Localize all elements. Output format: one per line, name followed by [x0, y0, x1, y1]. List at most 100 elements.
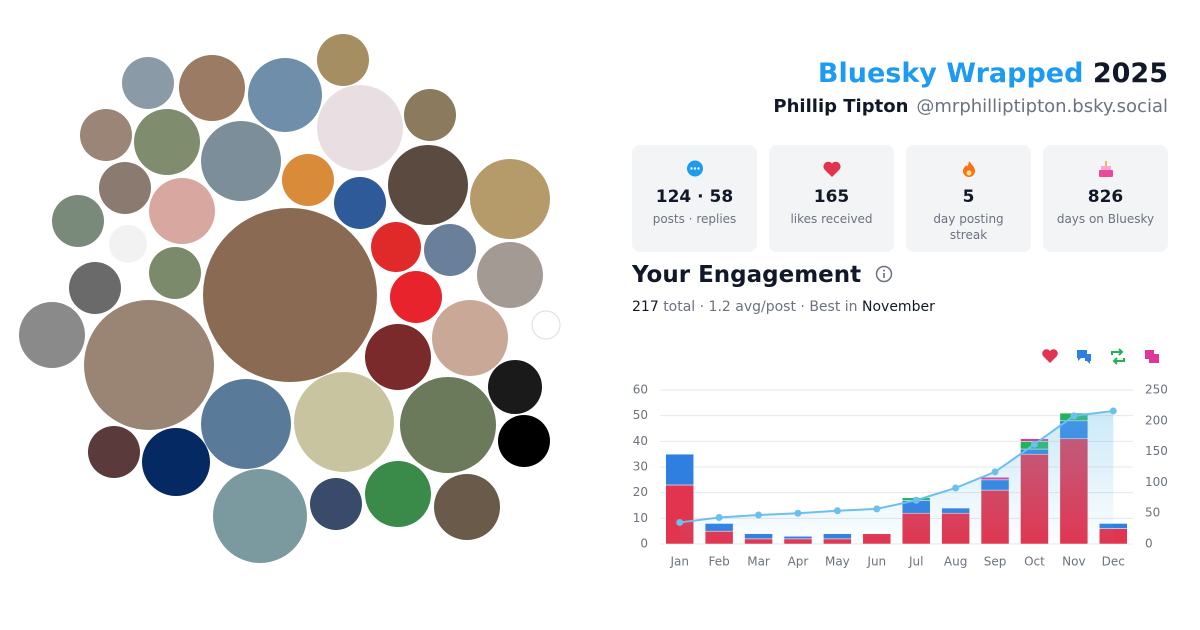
stat-label: days on Bluesky: [1056, 212, 1155, 226]
x-tick-label: Feb: [709, 555, 730, 569]
y2-tick-label: 50: [1145, 506, 1160, 520]
line-area: [679, 410, 1114, 544]
x-tick-label: Oct: [1024, 555, 1045, 569]
avatar: [334, 177, 386, 229]
avatar: [201, 121, 281, 201]
avatar: [488, 360, 542, 414]
avatar: [109, 225, 147, 263]
avatar: [477, 242, 543, 308]
avatar: [201, 379, 291, 469]
avatar: [434, 474, 500, 540]
avatar: [88, 426, 140, 478]
line-point: [873, 505, 881, 513]
avatar: [99, 162, 151, 214]
stat-card: 124 · 58 posts · replies: [632, 145, 757, 252]
avatar: [203, 208, 377, 382]
section-title-text: Your Engagement: [632, 262, 862, 288]
avatar: [282, 154, 334, 206]
avatar: [432, 300, 508, 376]
legend-icon[interactable]: [1042, 349, 1058, 363]
stat-value: 124 · 58: [655, 187, 734, 207]
user-name: Phillip Tipton: [773, 96, 909, 117]
line-point: [1030, 440, 1038, 448]
y-tick-label: 10: [633, 511, 648, 525]
user: Phillip Tipton @mrphilliptipton.bsky.soci…: [773, 96, 1168, 117]
stat-card: 826 days on Bluesky: [1043, 145, 1168, 252]
stat-label: day posting streak: [933, 212, 1004, 242]
avatar: [371, 222, 421, 272]
legend-icon[interactable]: [1145, 350, 1159, 363]
stat-card: 5 day posting streak: [906, 145, 1031, 252]
y-tick-label: 0: [640, 537, 648, 551]
stat-label: likes received: [790, 212, 873, 226]
avatar: [365, 461, 431, 527]
line-point: [991, 468, 999, 476]
avatar: [69, 262, 121, 314]
avatar: [213, 469, 307, 563]
avatar: [400, 377, 496, 473]
avatar: [179, 55, 245, 121]
section-title: Your Engagement: [632, 262, 893, 288]
summary-text: total · 1.2 avg/post · Best in: [663, 299, 858, 315]
stat-value: 5: [962, 187, 975, 207]
avatar: [134, 109, 200, 175]
stat-value: 165: [813, 187, 850, 207]
avatar: [19, 302, 85, 368]
summary: 217 total · 1.2 avg/post · Best in Novem…: [632, 299, 935, 315]
icon: [962, 161, 975, 177]
line-point: [755, 511, 763, 519]
year: 2025: [1092, 58, 1168, 89]
x-tick-label: Jan: [669, 555, 689, 569]
avatar: [404, 89, 456, 141]
line-point: [952, 484, 960, 492]
avatar: [52, 195, 104, 247]
engagement-chart: 0 10 20 30 40 50 60 0 50 100 150 200 250 Jan Feb Mar Apr…: [633, 348, 1168, 569]
stat-card: 165 likes received: [769, 145, 894, 252]
x-tick-label: Sep: [984, 555, 1007, 569]
y2-tick-label: 200: [1145, 413, 1168, 427]
bar-segment: [665, 453, 694, 486]
legend-icon[interactable]: [1111, 348, 1125, 365]
line-point: [676, 518, 684, 526]
avatar: [317, 85, 403, 171]
line-point: [794, 509, 802, 517]
avatar-cloud: [19, 34, 561, 563]
icon: [1098, 161, 1113, 177]
y2-tick-label: 250: [1145, 383, 1168, 397]
legend-icon[interactable]: [1077, 350, 1091, 364]
title: Bluesky Wrapped 2025: [818, 58, 1168, 89]
x-tick-label: Mar: [747, 555, 770, 569]
icon: [686, 160, 703, 177]
total: 217: [632, 299, 659, 315]
avatar: [317, 34, 369, 86]
stat-value: 826: [1087, 187, 1124, 207]
x-tick-label: Jul: [908, 555, 923, 569]
line-point: [1070, 412, 1078, 420]
info-icon[interactable]: [875, 265, 893, 283]
user-handle: @mrphilliptipton.bsky.social: [916, 96, 1168, 117]
avatar: [80, 109, 132, 161]
avatar: [424, 224, 476, 276]
y-tick-label: 50: [633, 408, 648, 422]
avatar: [149, 247, 201, 299]
line: [679, 409, 1114, 524]
avatar: [470, 159, 550, 239]
y-tick-label: 20: [633, 485, 648, 499]
y2-tick-label: 0: [1145, 537, 1153, 551]
avatar: [310, 478, 362, 530]
avatar: [498, 415, 550, 467]
y-tick-label: 60: [633, 383, 648, 397]
line-point: [1109, 407, 1117, 415]
y-tick-label: 40: [633, 434, 648, 448]
x-tick-label: Dec: [1102, 555, 1125, 569]
icon: [822, 161, 841, 177]
x-tick-label: Jun: [866, 555, 886, 569]
avatar: [248, 58, 322, 132]
avatar: [294, 372, 394, 472]
avatar: [531, 310, 561, 340]
avatar: [390, 271, 442, 323]
line-point: [912, 496, 920, 504]
avatar: [122, 57, 174, 109]
